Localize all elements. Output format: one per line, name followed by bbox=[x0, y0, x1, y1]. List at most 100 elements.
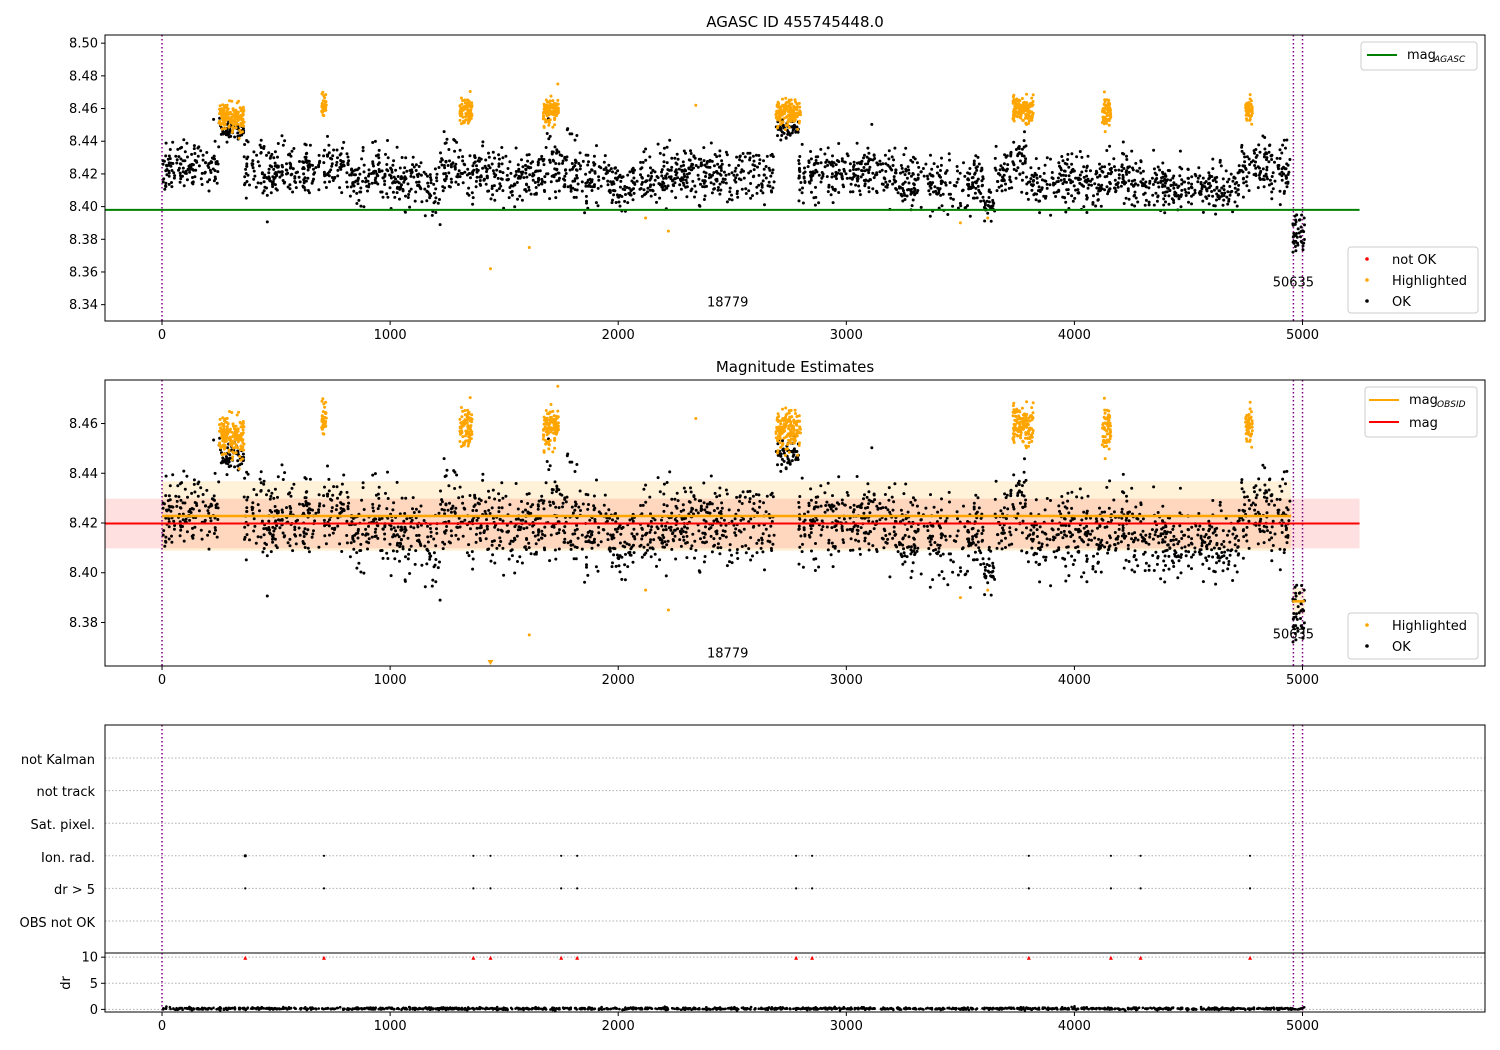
data-point-ok bbox=[1086, 186, 1090, 190]
data-point-ok bbox=[1038, 199, 1042, 203]
data-point-ok bbox=[660, 185, 664, 189]
data-point-ok bbox=[855, 141, 859, 145]
data-point-ok bbox=[875, 171, 879, 175]
data-point-ok bbox=[414, 163, 418, 167]
data-point-ok bbox=[1173, 190, 1177, 194]
data-point-ok bbox=[1301, 248, 1305, 252]
data-point-ok bbox=[588, 535, 592, 539]
data-point-ok bbox=[487, 496, 491, 500]
data-point-ok bbox=[821, 172, 825, 176]
data-point-ok bbox=[770, 190, 774, 194]
data-point-ok bbox=[817, 201, 821, 205]
data-point-ok bbox=[590, 541, 594, 545]
data-point-ok bbox=[525, 492, 529, 496]
data-point-ok bbox=[449, 529, 453, 533]
data-point-highlighted bbox=[241, 105, 245, 109]
data-point-highlighted bbox=[778, 119, 782, 123]
data-point-ok bbox=[409, 544, 413, 548]
data-point-highlighted bbox=[239, 106, 243, 110]
data-point-ok bbox=[1056, 176, 1060, 180]
data-point-ok bbox=[1080, 155, 1084, 159]
data-point-ok bbox=[303, 188, 307, 192]
data-point-ok bbox=[649, 519, 653, 523]
data-point-ok bbox=[666, 184, 670, 188]
data-point-ok bbox=[509, 184, 513, 188]
data-point-ok bbox=[1293, 214, 1297, 218]
data-point-ok bbox=[762, 173, 766, 177]
data-point-ok bbox=[1017, 152, 1021, 155]
data-point-ok bbox=[894, 171, 898, 175]
plot-area-magnitude bbox=[105, 380, 1360, 666]
data-point-ok bbox=[1075, 155, 1079, 159]
data-point-ok bbox=[719, 166, 723, 170]
data-point-ok bbox=[1222, 188, 1226, 192]
data-point-ok bbox=[605, 519, 609, 523]
data-point-ok bbox=[529, 161, 533, 165]
data-point-ok bbox=[417, 180, 421, 184]
data-point-ok bbox=[980, 179, 984, 183]
data-point-ok bbox=[358, 190, 362, 194]
data-point-ok bbox=[749, 196, 753, 200]
data-point-ok bbox=[271, 536, 275, 539]
data-point-ok bbox=[346, 163, 350, 167]
data-point-highlighted bbox=[226, 107, 230, 111]
data-point-ok bbox=[1073, 196, 1077, 200]
data-point-ok bbox=[681, 503, 685, 507]
data-point-ok bbox=[272, 496, 276, 500]
data-point-ok bbox=[455, 175, 459, 179]
data-point-ok bbox=[280, 170, 284, 174]
data-point-ok bbox=[893, 146, 897, 150]
data-point-ok bbox=[1222, 184, 1226, 188]
data-point-ok bbox=[432, 201, 436, 205]
data-point-highlighted bbox=[238, 128, 242, 132]
data-point-ok bbox=[398, 559, 401, 563]
data-point-ok bbox=[181, 525, 184, 528]
data-point-ok bbox=[1302, 216, 1306, 220]
data-point-highlighted bbox=[469, 108, 473, 112]
data-point-ok bbox=[947, 192, 951, 196]
data-point-ok bbox=[506, 167, 510, 170]
plot-area-agasc bbox=[105, 35, 1360, 321]
data-point-ok bbox=[674, 557, 678, 561]
data-point-ok bbox=[744, 192, 748, 195]
data-point-ok bbox=[562, 185, 566, 188]
data-point-highlighted bbox=[778, 117, 782, 121]
data-point-ok bbox=[565, 495, 569, 499]
data-point-ok bbox=[534, 542, 538, 546]
data-point-ok bbox=[1169, 178, 1172, 182]
data-point-ok bbox=[1035, 176, 1039, 180]
data-point-highlighted bbox=[1024, 113, 1028, 116]
data-point-ok bbox=[1296, 227, 1300, 231]
data-point-ok bbox=[924, 162, 928, 166]
data-point-ok bbox=[955, 165, 959, 168]
data-point-ok bbox=[580, 533, 584, 537]
data-point-ok bbox=[296, 518, 299, 522]
data-point-ok bbox=[976, 184, 980, 188]
data-point-ok bbox=[814, 159, 818, 162]
data-point-ok bbox=[367, 172, 371, 176]
data-point-ok bbox=[547, 468, 551, 472]
data-point-ok bbox=[384, 491, 387, 495]
data-point-ok bbox=[1161, 172, 1165, 175]
data-point-ok bbox=[461, 155, 465, 159]
data-point-ok bbox=[649, 194, 653, 198]
data-point-ok bbox=[1190, 182, 1194, 186]
data-point-ok bbox=[439, 489, 442, 493]
data-point-ok bbox=[426, 174, 429, 178]
data-point-ok bbox=[268, 164, 272, 168]
data-point-ok bbox=[852, 175, 856, 178]
data-point-ok bbox=[660, 174, 664, 178]
data-point-ok bbox=[540, 494, 544, 498]
data-point-ok bbox=[649, 171, 653, 175]
data-point-ok bbox=[1264, 172, 1268, 176]
data-point-ok bbox=[238, 463, 242, 467]
data-point-ok bbox=[526, 165, 530, 169]
data-point-ok bbox=[545, 172, 548, 176]
data-point-ok bbox=[213, 471, 217, 475]
data-point-ok bbox=[761, 179, 765, 183]
data-point-ok bbox=[507, 196, 511, 200]
data-point-ok bbox=[930, 167, 934, 171]
data-point-ok bbox=[362, 571, 366, 575]
data-point-ok bbox=[168, 484, 172, 488]
data-point-ok bbox=[652, 538, 656, 542]
